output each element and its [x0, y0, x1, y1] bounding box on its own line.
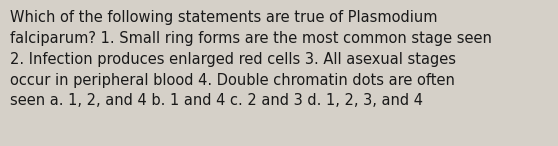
- Text: Which of the following statements are true of Plasmodium
falciparum? 1. Small ri: Which of the following statements are tr…: [10, 10, 492, 108]
